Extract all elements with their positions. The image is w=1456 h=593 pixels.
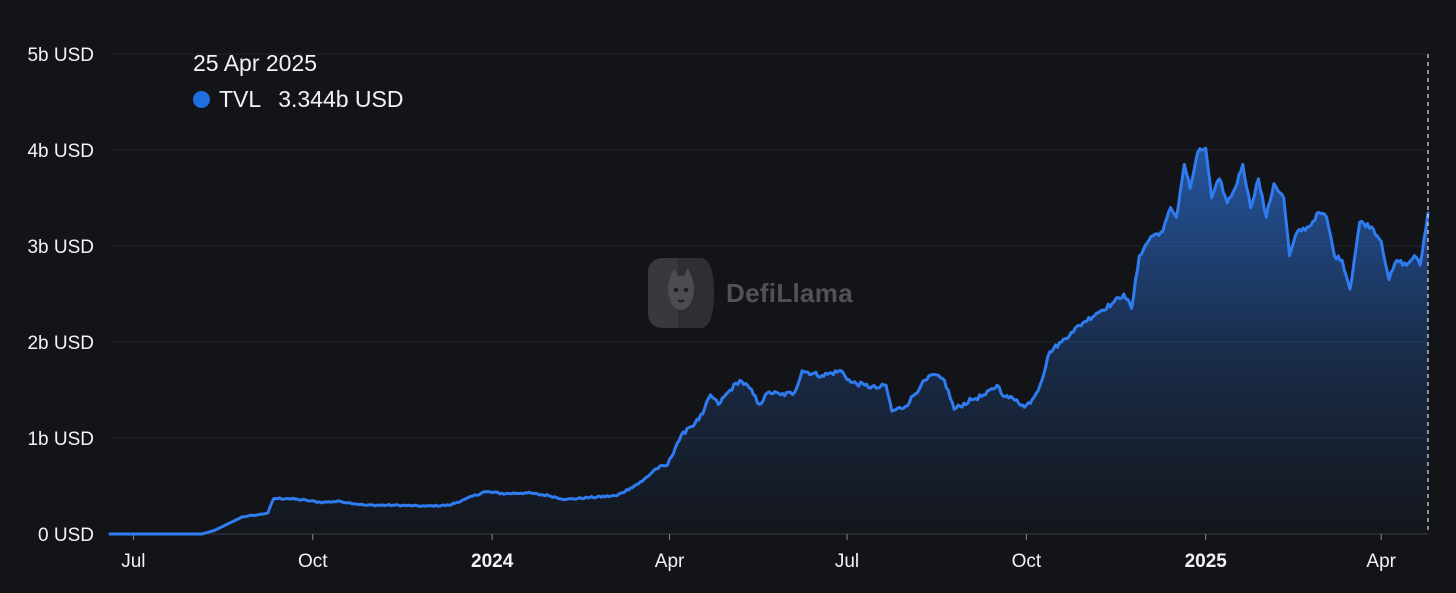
y-tick-label: 1b USD [27, 429, 94, 450]
x-tick-label: Apr [1366, 551, 1396, 572]
tooltip-series-row: TVL 3.344b USD [193, 88, 404, 111]
defillama-watermark: DefiLlama [648, 256, 853, 330]
tooltip-date: 25 Apr 2025 [193, 50, 318, 76]
x-axis: Jul Oct 2024 Apr Jul Oct 2025 Apr [121, 534, 1397, 572]
x-tick-label: 2024 [471, 551, 514, 572]
x-tick-label: Oct [1012, 551, 1042, 572]
x-tick-label: Jul [121, 551, 145, 572]
tvl-legend-dot-icon [193, 91, 210, 108]
y-tick-label: 2b USD [27, 333, 94, 354]
x-tick-label: 2025 [1185, 551, 1228, 572]
y-tick-label: 5b USD [27, 45, 94, 66]
y-tick-label: 3b USD [27, 237, 94, 258]
tvl-area [110, 148, 1428, 534]
x-tick-label: Jul [835, 551, 859, 572]
y-tick-label: 0 USD [38, 525, 94, 546]
tvl-series-line[interactable] [108, 146, 1430, 536]
tooltip-series-name: TVL [219, 86, 262, 112]
tooltip-series-value: 3.344b USD [278, 86, 404, 112]
chart-tooltip: 25 Apr 2025 TVL 3.344b USD [193, 52, 404, 111]
x-tick-label: Apr [655, 551, 685, 572]
watermark-text: DefiLlama [726, 277, 853, 308]
y-tick-label: 4b USD [27, 141, 94, 162]
llama-logo-icon [648, 258, 714, 328]
x-tick-label: Oct [298, 551, 328, 572]
